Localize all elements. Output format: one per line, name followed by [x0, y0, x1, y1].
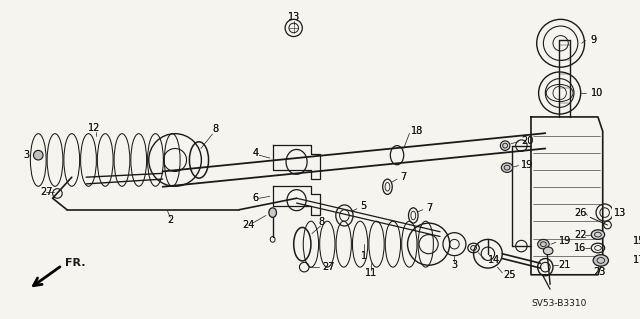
Text: 8: 8: [212, 124, 218, 134]
Text: 23: 23: [593, 267, 605, 277]
Text: 19: 19: [522, 160, 534, 170]
Text: 13: 13: [287, 12, 300, 22]
Text: 21: 21: [559, 260, 571, 270]
Text: 19: 19: [522, 160, 534, 170]
Text: 11: 11: [365, 268, 378, 278]
Text: 16: 16: [574, 243, 586, 253]
Text: 27: 27: [40, 187, 52, 197]
Text: 4: 4: [253, 148, 259, 158]
Text: 21: 21: [559, 260, 571, 270]
Text: 24: 24: [242, 220, 255, 230]
Text: 14: 14: [488, 256, 500, 265]
Text: 16: 16: [574, 243, 586, 253]
Text: 26: 26: [574, 208, 586, 218]
Text: 12: 12: [88, 123, 100, 133]
Text: 14: 14: [488, 256, 500, 265]
Text: 19: 19: [559, 236, 571, 246]
Text: 8: 8: [212, 124, 218, 134]
Text: 25: 25: [503, 270, 516, 280]
Text: 1: 1: [360, 251, 367, 261]
Text: 27: 27: [323, 262, 335, 272]
Text: 5: 5: [361, 201, 367, 211]
Text: 9: 9: [590, 35, 596, 45]
Text: 7: 7: [426, 203, 432, 213]
Text: 7: 7: [400, 172, 406, 182]
Text: 10: 10: [591, 88, 604, 98]
Text: FR.: FR.: [65, 258, 86, 268]
Text: 22: 22: [574, 230, 586, 240]
Text: 8: 8: [318, 217, 324, 227]
Text: 3: 3: [451, 260, 458, 270]
Text: 11: 11: [365, 268, 378, 278]
Text: 23: 23: [593, 267, 605, 277]
Ellipse shape: [501, 163, 513, 172]
Text: 19: 19: [559, 236, 571, 246]
Ellipse shape: [538, 239, 549, 249]
Text: 6: 6: [253, 193, 259, 203]
Text: 6: 6: [253, 193, 259, 203]
Text: 27: 27: [323, 262, 335, 272]
Text: 3: 3: [451, 260, 458, 270]
Text: 18: 18: [412, 126, 424, 136]
Ellipse shape: [593, 255, 609, 266]
Ellipse shape: [269, 208, 276, 217]
Text: 2: 2: [167, 215, 173, 225]
Text: 3: 3: [24, 150, 30, 160]
Text: 12: 12: [88, 123, 100, 133]
Text: 18: 18: [412, 126, 424, 136]
Text: 20: 20: [522, 136, 534, 146]
Text: 7: 7: [400, 172, 406, 182]
Text: 15: 15: [634, 236, 640, 246]
Text: 13: 13: [614, 208, 627, 218]
Text: 8: 8: [318, 217, 324, 227]
Text: 1: 1: [360, 251, 367, 261]
Text: 5: 5: [361, 201, 367, 211]
Text: 10: 10: [591, 88, 604, 98]
Text: 2: 2: [167, 215, 173, 225]
Ellipse shape: [500, 141, 510, 151]
Text: 17: 17: [634, 256, 640, 265]
Text: 3: 3: [24, 150, 30, 160]
Ellipse shape: [591, 230, 605, 239]
Ellipse shape: [543, 247, 553, 255]
Text: 15: 15: [634, 236, 640, 246]
Text: 25: 25: [503, 270, 516, 280]
Text: SV53-B3310: SV53-B3310: [531, 299, 586, 308]
Text: 26: 26: [574, 208, 586, 218]
Text: 13: 13: [287, 12, 300, 22]
Circle shape: [33, 151, 43, 160]
Text: 7: 7: [426, 203, 432, 213]
Text: 9: 9: [590, 35, 596, 45]
Text: 4: 4: [253, 148, 259, 158]
Text: 24: 24: [242, 220, 255, 230]
Text: 17: 17: [634, 256, 640, 265]
Text: 27: 27: [40, 187, 52, 197]
Text: 22: 22: [574, 230, 586, 240]
Text: 13: 13: [614, 208, 627, 218]
Text: 20: 20: [522, 136, 534, 146]
